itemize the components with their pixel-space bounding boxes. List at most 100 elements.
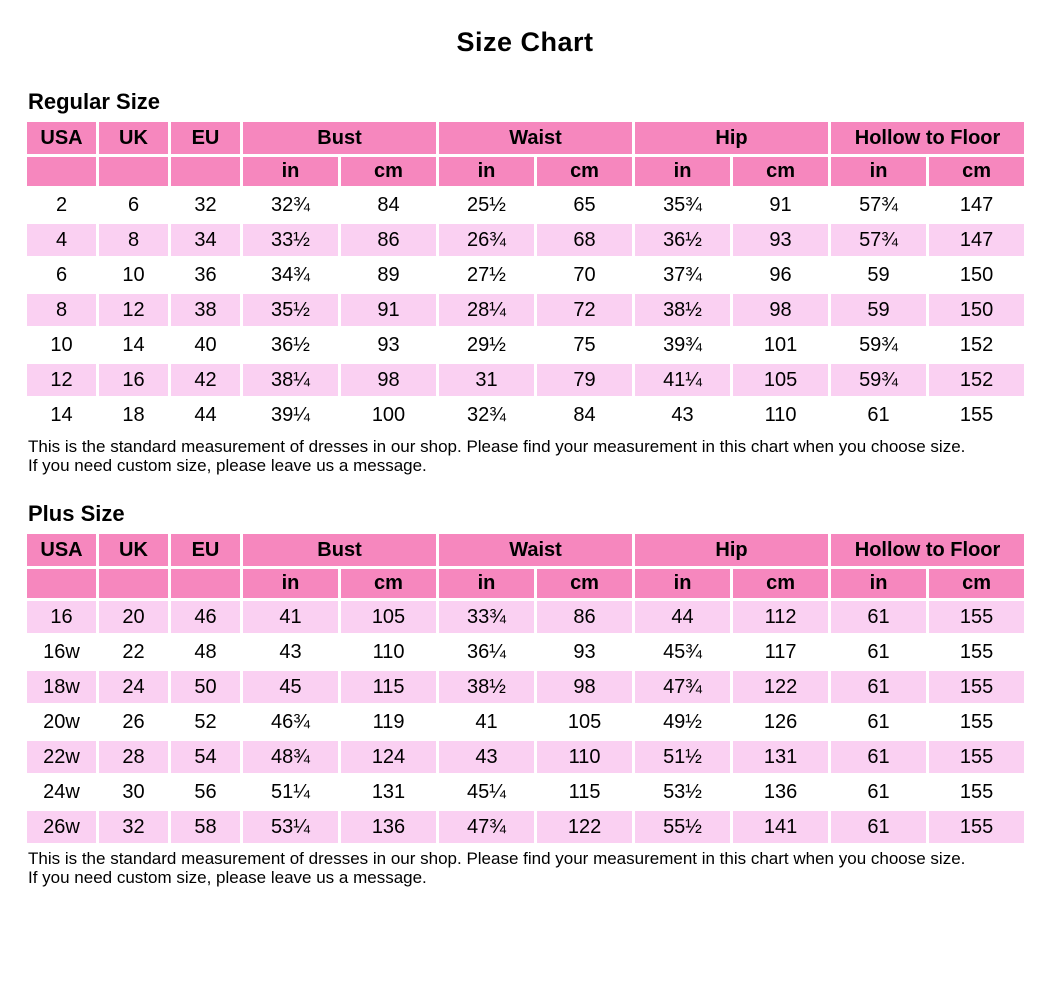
data-cell: 32¾ xyxy=(439,399,535,431)
data-cell: 37¾ xyxy=(635,259,731,291)
note-line: This is the standard measurement of dres… xyxy=(28,437,966,456)
plus-size-table: USA UK EU Bust Waist Hip Hollow to Floor in cm in… xyxy=(24,531,1027,846)
data-cell: 79 xyxy=(537,364,633,396)
regular-size-table: USA UK EU Bust Waist Hip Hollow to Floor in cm in… xyxy=(24,119,1027,434)
data-cell: 131 xyxy=(341,776,437,808)
data-cell: 14 xyxy=(99,329,168,361)
data-cell: 56 xyxy=(171,776,240,808)
regular-size-heading: Regular Size xyxy=(28,89,161,114)
data-cell: 45 xyxy=(243,671,338,703)
unit-header-in: in xyxy=(439,157,535,186)
unit-header-in: in xyxy=(439,569,535,598)
data-cell: 40 xyxy=(171,329,240,361)
data-cell: 155 xyxy=(929,811,1025,843)
table-row: 26w 32 58 53¼ 136 47¾ 122 55½ 141 61 155 xyxy=(27,811,1025,843)
unit-header-in: in xyxy=(243,569,338,598)
plus-size-table-header: USA UK EU Bust Waist Hip Hollow to Floor in cm in… xyxy=(27,534,1025,598)
data-cell: 70 xyxy=(537,259,633,291)
data-cell: 122 xyxy=(537,811,633,843)
data-cell: 115 xyxy=(341,671,437,703)
data-cell: 155 xyxy=(929,636,1025,668)
data-cell: 65 xyxy=(537,189,633,221)
empty-header-cell xyxy=(171,157,240,186)
data-cell: 38½ xyxy=(635,294,731,326)
data-cell: 72 xyxy=(537,294,633,326)
data-cell: 33¾ xyxy=(439,601,535,633)
table-row: 8 12 38 35½ 91 28¼ 72 38½ 98 59 150 xyxy=(27,294,1025,326)
data-cell: 150 xyxy=(929,259,1025,291)
data-cell: 61 xyxy=(831,776,927,808)
data-cell: 61 xyxy=(831,741,927,773)
data-cell: 43 xyxy=(243,636,338,668)
data-cell: 35¾ xyxy=(635,189,731,221)
data-cell: 12 xyxy=(27,364,96,396)
note-line: This is the standard measurement of dres… xyxy=(28,849,966,868)
data-cell: 25½ xyxy=(439,189,535,221)
plus-size-table-body: 16 20 46 41 105 33¾ 86 44 112 61 155 16w 22 48 43 110 36… xyxy=(27,601,1025,843)
unit-header-in: in xyxy=(635,569,731,598)
data-cell: 33½ xyxy=(243,224,338,256)
data-cell: 16w xyxy=(27,636,96,668)
data-cell: 155 xyxy=(929,399,1025,431)
table-row: 20w 26 52 46¾ 119 41 105 49½ 126 61 155 xyxy=(27,706,1025,738)
data-cell: 28 xyxy=(99,741,168,773)
data-cell: 44 xyxy=(171,399,240,431)
data-cell: 141 xyxy=(733,811,829,843)
column-header-bust: Bust xyxy=(243,534,437,566)
data-cell: 45¾ xyxy=(635,636,731,668)
header-row-units: in cm in cm in cm in cm xyxy=(27,569,1025,598)
column-header-bust: Bust xyxy=(243,122,437,154)
data-cell: 54 xyxy=(171,741,240,773)
data-cell: 122 xyxy=(733,671,829,703)
data-cell: 41 xyxy=(243,601,338,633)
table-row: 24w 30 56 51¼ 131 45¼ 115 53½ 136 61 155 xyxy=(27,776,1025,808)
data-cell: 10 xyxy=(27,329,96,361)
data-cell: 110 xyxy=(733,399,829,431)
data-cell: 16 xyxy=(27,601,96,633)
data-cell: 36½ xyxy=(243,329,338,361)
unit-header-in: in xyxy=(831,569,927,598)
data-cell: 50 xyxy=(171,671,240,703)
data-cell: 8 xyxy=(27,294,96,326)
data-cell: 6 xyxy=(99,189,168,221)
table-row: 16w 22 48 43 110 36¼ 93 45¾ 117 61 155 xyxy=(27,636,1025,668)
note-line: If you need custom size, please leave us… xyxy=(28,456,427,475)
plus-size-heading: Plus Size xyxy=(28,501,125,526)
data-cell: 117 xyxy=(733,636,829,668)
data-cell: 131 xyxy=(733,741,829,773)
data-cell: 59 xyxy=(831,294,927,326)
unit-header-cm: cm xyxy=(341,569,437,598)
data-cell: 61 xyxy=(831,671,927,703)
data-cell: 2 xyxy=(27,189,96,221)
data-cell: 24w xyxy=(27,776,96,808)
data-cell: 155 xyxy=(929,601,1025,633)
data-cell: 126 xyxy=(733,706,829,738)
data-cell: 27½ xyxy=(439,259,535,291)
data-cell: 105 xyxy=(537,706,633,738)
data-cell: 75 xyxy=(537,329,633,361)
table-row: 2 6 32 32¾ 84 25½ 65 35¾ 91 57¾ 147 xyxy=(27,189,1025,221)
unit-header-cm: cm xyxy=(341,157,437,186)
data-cell: 147 xyxy=(929,224,1025,256)
data-cell: 39¼ xyxy=(243,399,338,431)
data-cell: 47¾ xyxy=(635,671,731,703)
data-cell: 150 xyxy=(929,294,1025,326)
data-cell: 112 xyxy=(733,601,829,633)
data-cell: 43 xyxy=(439,741,535,773)
data-cell: 22 xyxy=(99,636,168,668)
data-cell: 96 xyxy=(733,259,829,291)
unit-header-in: in xyxy=(831,157,927,186)
data-cell: 47¾ xyxy=(439,811,535,843)
data-cell: 31 xyxy=(439,364,535,396)
data-cell: 98 xyxy=(537,671,633,703)
unit-header-cm: cm xyxy=(537,569,633,598)
column-header-eu: EU xyxy=(171,534,240,566)
data-cell: 91 xyxy=(341,294,437,326)
table-row: 16 20 46 41 105 33¾ 86 44 112 61 155 xyxy=(27,601,1025,633)
data-cell: 152 xyxy=(929,364,1025,396)
column-header-hollow-to-floor: Hollow to Floor xyxy=(831,534,1025,566)
data-cell: 36¼ xyxy=(439,636,535,668)
empty-header-cell xyxy=(99,157,168,186)
data-cell: 61 xyxy=(831,636,927,668)
data-cell: 93 xyxy=(733,224,829,256)
